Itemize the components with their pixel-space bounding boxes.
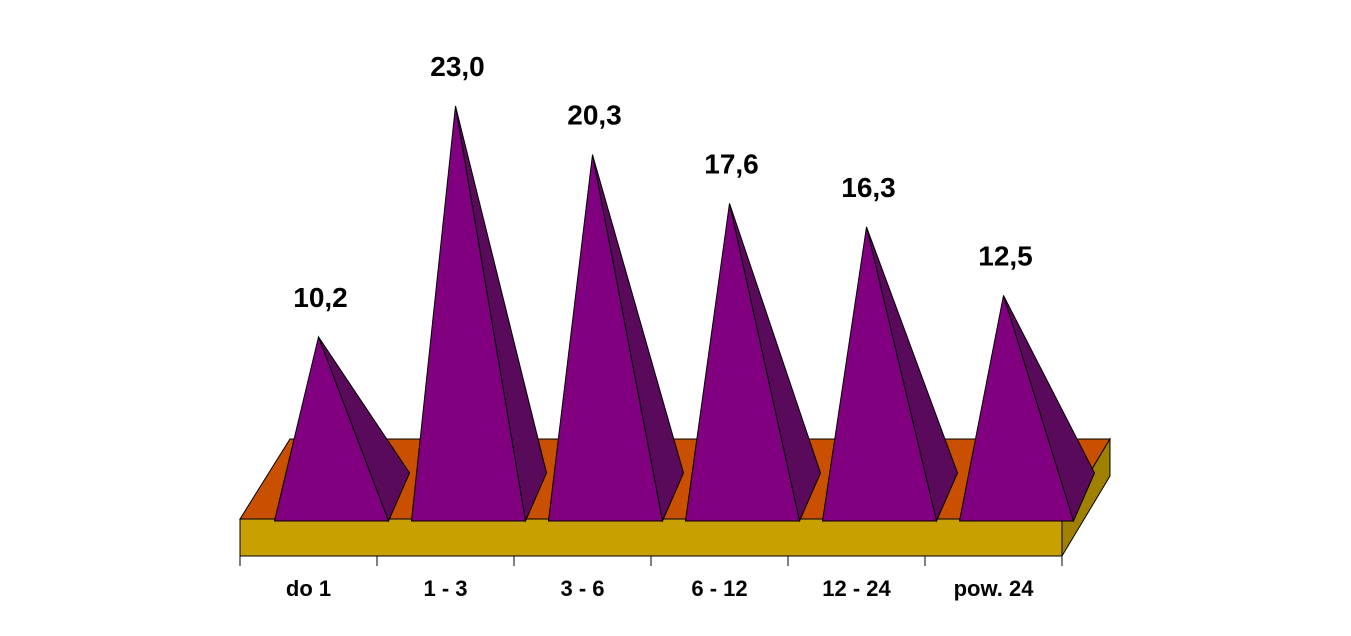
x-tick-label: 6 - 12 [691, 576, 747, 601]
x-axis-ticks [239, 556, 1063, 566]
data-labels: 10,2 23,0 20,3 17,6 16,3 12,5 [293, 51, 1033, 313]
pyramid-front-face [410, 105, 527, 522]
data-label: 20,3 [567, 100, 622, 131]
pyramid-bars [273, 105, 1096, 523]
x-tick-label: 1 - 3 [423, 576, 467, 601]
pyramid-bar [547, 154, 685, 523]
pyramid-front-face [547, 154, 664, 522]
pyramid-front-face [273, 335, 390, 522]
x-tick-label: pow. 24 [954, 576, 1035, 601]
pyramid-front-face [684, 203, 801, 522]
pyramid-front-face [958, 295, 1075, 522]
pyramid-bar [410, 105, 548, 523]
floor-right-side-face [1061, 437, 1111, 558]
x-tick-label: do 1 [286, 576, 331, 601]
pyramid-bar [821, 226, 959, 523]
x-tick-label: 3 - 6 [560, 576, 604, 601]
floor-front-face [239, 518, 1063, 557]
x-axis-tick-labels: do 1 1 - 3 3 - 6 6 - 12 12 - 24 pow. 24 [286, 576, 1034, 601]
data-label: 12,5 [978, 240, 1033, 271]
pyramid-bar [684, 203, 822, 523]
data-label: 10,2 [293, 282, 348, 313]
data-label: 16,3 [841, 172, 896, 203]
pyramid-bar [958, 295, 1096, 523]
data-label: 17,6 [704, 148, 759, 179]
pyramid-front-face [821, 226, 938, 522]
x-tick-label: 12 - 24 [822, 576, 891, 601]
pyramid-bar [273, 335, 411, 523]
data-label: 23,0 [430, 51, 485, 82]
